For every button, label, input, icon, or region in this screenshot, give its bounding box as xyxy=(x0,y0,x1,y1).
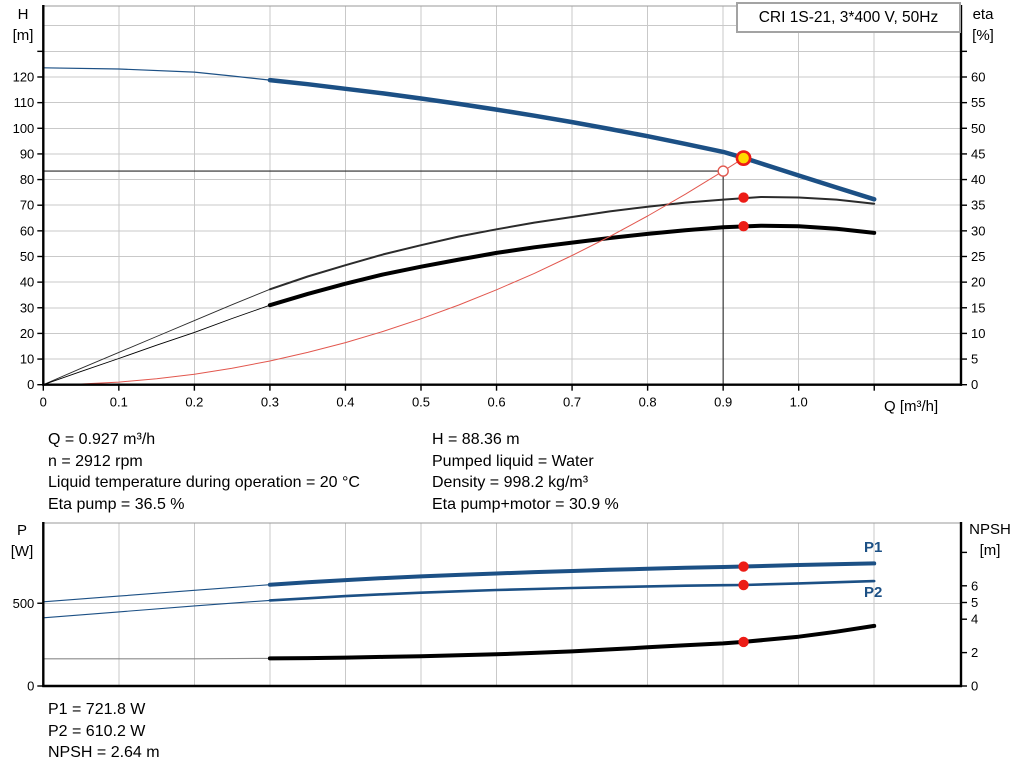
right-axis-tick-label: 0 xyxy=(971,679,978,694)
left-axis-tick-label: 50 xyxy=(20,249,34,264)
right-axis-tick-label: 0 xyxy=(971,377,978,392)
operating-point-dot xyxy=(738,561,749,572)
left-axis-tick-label: 10 xyxy=(20,352,34,367)
duty-eta-pump-motor: Eta pump+motor = 30.9 % xyxy=(432,495,619,513)
eta-pump-curve xyxy=(268,196,876,291)
duty-npsh: NPSH = 2.64 m xyxy=(48,744,160,762)
right-axis-tick-label: 20 xyxy=(971,275,985,290)
right-axis-tick-label: 50 xyxy=(971,121,985,136)
operating-point-dot xyxy=(738,636,749,648)
x-axis-tick-label: 0.8 xyxy=(639,395,657,410)
operating-point-dot xyxy=(738,221,749,232)
left-axis-tick-label: 100 xyxy=(13,121,35,136)
system-curve xyxy=(42,157,745,386)
left-axis-tick-label: 60 xyxy=(20,223,34,238)
left-axis-tick-label: 70 xyxy=(20,198,34,213)
right-axis-tick-label: 30 xyxy=(971,223,985,238)
right-axis-tick-label: 60 xyxy=(971,69,985,84)
x-axis-tick-label: 0.2 xyxy=(185,395,203,410)
right-axis-tick-label: 2 xyxy=(971,645,978,660)
left-axis-tick-label: 0 xyxy=(27,377,34,392)
operating-point-dot xyxy=(738,192,749,203)
right-axis-tick-label: 6 xyxy=(971,578,978,593)
duty-point-marker xyxy=(735,150,752,167)
q-axis-title: Q [m³/h] xyxy=(884,398,939,415)
operating-point-dot xyxy=(738,579,749,591)
left-axis-tick-label: 500 xyxy=(13,596,35,611)
right-axis-tick-label: 25 xyxy=(971,249,985,264)
p1-curve xyxy=(267,561,877,587)
p2-curve xyxy=(42,599,271,619)
eta-axis-title: eta [%] xyxy=(972,6,994,44)
top-chart: 0 10 20 30 40 50 60 70 80 90 100 110 120 0 5 10 15 20 25 30… xyxy=(13,5,985,410)
right-axis-tick-label: 5 xyxy=(971,352,978,367)
duty-pumped-liquid: Pumped liquid = Water xyxy=(432,452,594,470)
x-axis-tick-label: 0.1 xyxy=(110,395,128,410)
eta-pump-motor-curve xyxy=(267,223,877,308)
head-curve xyxy=(42,67,271,81)
duty-density: Density = 998.2 kg/m³ xyxy=(432,474,589,491)
npsh-axis-title: NPSH [m] xyxy=(969,521,1011,559)
head-curve xyxy=(267,77,877,202)
right-axis-tick-label: 5 xyxy=(971,595,978,610)
right-axis-tick-label: 4 xyxy=(971,612,978,627)
x-axis-tick-label: 1.0 xyxy=(790,395,808,410)
right-axis-tick-label: 55 xyxy=(971,95,985,110)
duty-speed: n = 2912 rpm xyxy=(48,452,143,470)
left-axis-tick-label: 110 xyxy=(14,95,35,110)
x-axis-tick-label: 0.4 xyxy=(336,395,354,410)
duty-info-left: Q = 0.927 m³/h n = 2912 rpm Liquid tempe… xyxy=(48,429,360,515)
duty-p2: P2 = 610.2 W xyxy=(48,722,146,740)
x-axis-tick-label: 0 xyxy=(40,395,47,410)
pump-title: CRI 1S-21, 3*400 V, 50Hz xyxy=(758,9,939,26)
requested-duty-marker xyxy=(717,165,729,177)
left-axis-tick-label: 20 xyxy=(20,326,34,341)
eta-pump-motor-curve xyxy=(42,304,271,386)
p2-curve xyxy=(268,579,876,602)
x-axis-tick-label: 0.9 xyxy=(714,395,732,410)
duty-eta-pump: Eta pump = 36.5 % xyxy=(48,495,185,513)
x-axis-tick-label: 0.5 xyxy=(412,395,430,410)
right-axis-tick-label: 35 xyxy=(971,198,985,213)
x-axis-tick-label: 0.7 xyxy=(563,395,581,410)
p2-curve-label: P2 xyxy=(864,584,883,601)
p1-curve-label: P1 xyxy=(864,539,883,556)
left-axis-tick-label: 30 xyxy=(20,300,34,315)
right-axis-tick-label: 10 xyxy=(971,326,985,341)
duty-h: H = 88.36 m xyxy=(432,431,520,448)
duty-q: Q = 0.927 m³/h xyxy=(48,431,156,448)
left-axis-tick-label: 40 xyxy=(20,275,34,290)
x-axis-tick-label: 0.6 xyxy=(488,395,506,410)
p-axis-title: P [W] xyxy=(10,522,34,560)
p1-curve xyxy=(42,584,271,603)
right-axis-tick-label: 40 xyxy=(971,172,985,187)
duty-info-right: H = 88.36 m Pumped liquid = Water Densit… xyxy=(432,429,619,515)
x-axis-tick-label: 0.3 xyxy=(261,395,279,410)
h-axis-title: H [m] xyxy=(12,6,34,44)
duty-p1: P1 = 721.8 W xyxy=(48,701,146,718)
left-axis-tick-label: 0 xyxy=(27,679,34,694)
left-axis-tick-label: 90 xyxy=(20,146,34,161)
left-axis-tick-label: 80 xyxy=(20,172,34,187)
duty-liquid-temp: Liquid temperature during operation = 20… xyxy=(48,474,360,491)
right-axis-tick-label: 15 xyxy=(971,300,985,315)
power-info: P1 = 721.8 W P2 = 610.2 W NPSH = 2.64 m xyxy=(48,699,160,764)
npsh-curve xyxy=(267,623,877,661)
bottom-chart: 0 500 0 2 4 5 6 xyxy=(13,522,978,694)
eta-pump-curve xyxy=(42,288,271,386)
pump-title-box: CRI 1S-21, 3*400 V, 50Hz xyxy=(736,2,961,33)
right-axis-tick-label: 45 xyxy=(971,146,985,161)
left-axis-tick-label: 120 xyxy=(13,69,35,84)
